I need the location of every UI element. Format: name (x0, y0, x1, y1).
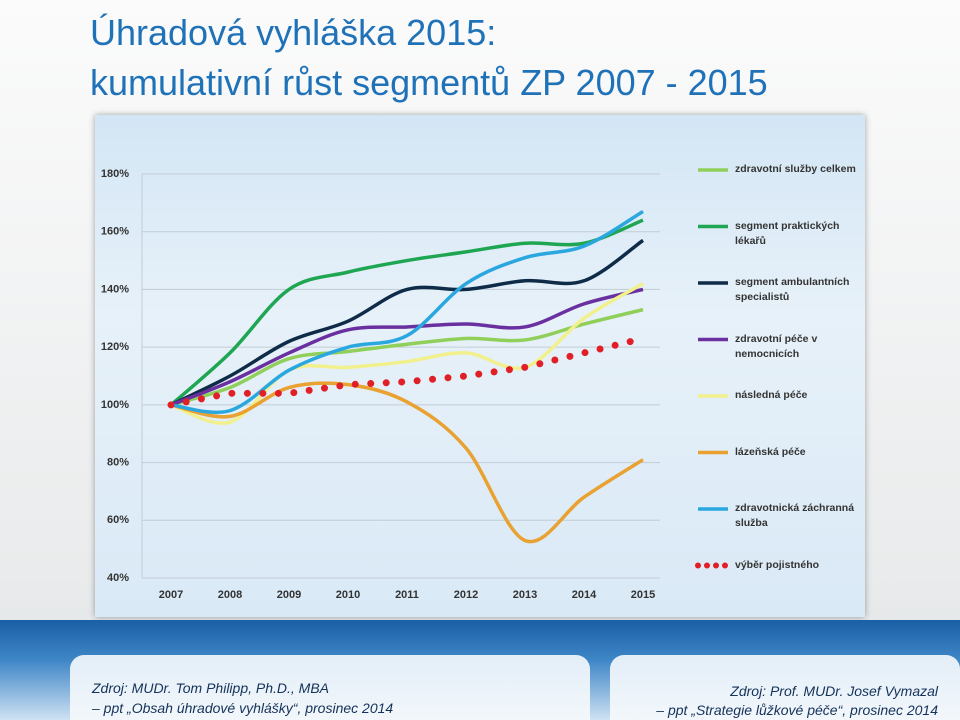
slide-subtitle: kumulativní růst segmentů ZP 2007 - 2015 (90, 62, 768, 103)
legend-label: výběr pojistného (735, 558, 820, 571)
source-line: Zdroj: MUDr. Tom Philipp, Ph.D., MBA (92, 680, 330, 696)
series-line (167, 334, 647, 409)
legend-label: zdravotní péče v nemocnicích (735, 332, 818, 360)
y-tick-label: 40% (107, 572, 129, 584)
legend-label: segment praktických lékařů (735, 219, 840, 247)
x-tick-label: 2010 (336, 589, 360, 601)
x-tick-label: 2009 (277, 589, 301, 601)
source-line: – ppt „Strategie lůžkové péče“, prosinec… (656, 702, 938, 718)
x-tick-label: 2008 (218, 589, 242, 601)
x-tick-label: 2013 (513, 589, 537, 601)
chart: 40% 60% 80% 100% 120% 140% 160% 180% 2007 2008 200… (101, 168, 731, 601)
x-tick-label: 2007 (159, 589, 183, 601)
chart-box: 40% 60% 80% 100% 120% 140% 160% 180% 2007 2008 200… (95, 115, 865, 617)
y-tick-label: 140% (101, 283, 129, 295)
source-panel (70, 655, 590, 720)
legend-label: zdravotnická záchranná služba (735, 502, 855, 529)
legend-label: zdravotní služby celkem (735, 163, 856, 175)
legend-label: lázeňská péče (735, 445, 806, 458)
legend-label: následná péče (735, 389, 808, 401)
series-line (170, 381, 644, 544)
y-tick-label: 180% (101, 168, 129, 180)
source-line: Zdroj: Prof. MUDr. Josef Vymazal (730, 683, 938, 699)
legend-label: segment ambulantních specialistů (735, 276, 850, 303)
source-panel (610, 655, 960, 720)
series-line (170, 238, 645, 407)
y-tick-label: 60% (107, 514, 129, 526)
series-line (169, 218, 644, 407)
x-tick-label: 2012 (454, 589, 478, 601)
x-tick-label: 2011 (395, 589, 419, 601)
y-tick-label: 120% (101, 341, 129, 353)
y-tick-label: 160% (101, 226, 129, 238)
slide-title: Úhradová vyhláška 2015: (90, 12, 497, 53)
series-line (170, 307, 644, 407)
series-line (170, 287, 644, 407)
x-tick-label: 2015 (631, 589, 655, 601)
y-tick-label: 100% (101, 399, 129, 411)
source-line: – ppt „Obsah úhradové vyhlášky“, prosine… (92, 700, 394, 716)
x-tick-label: 2014 (572, 589, 597, 601)
y-tick-label: 80% (107, 456, 129, 468)
series-line (170, 210, 644, 415)
